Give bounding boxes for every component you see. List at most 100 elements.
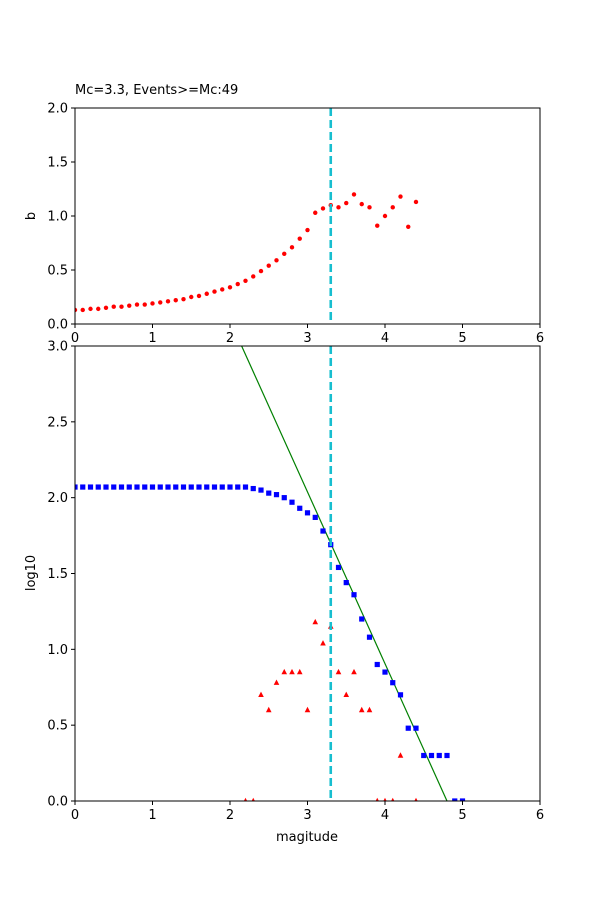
bottom-point: [219, 484, 225, 490]
top-x-tick-label: 4: [381, 331, 389, 346]
top-y-tick-label: 1.0: [47, 210, 68, 225]
bottom-point: [227, 484, 233, 490]
bottom-point: [413, 725, 419, 731]
top-point: [297, 236, 302, 241]
bottom-point: [366, 634, 373, 640]
top-plot-area: 0 1 2 3 4 5 6 0.0 0.5 1.0 1.5 2.0: [47, 102, 544, 347]
bottom-point: [312, 618, 319, 625]
bottom-point: [421, 752, 427, 759]
bottom-x-tick-label: 1: [148, 808, 156, 823]
bottom-point: [250, 485, 256, 492]
bottom-point: [157, 484, 163, 490]
top-x-tick-label: 0: [71, 331, 79, 346]
bottom-series-0: [75, 484, 466, 801]
bottom-point: [335, 564, 342, 571]
bottom-point: [304, 510, 311, 516]
top-point: [227, 285, 233, 290]
top-point: [375, 223, 380, 228]
bottom-point: [351, 668, 357, 675]
bottom-point: [118, 484, 125, 490]
bottom-x-tick-label: 2: [226, 808, 234, 823]
top-point: [165, 299, 171, 304]
bottom-point: [266, 490, 272, 496]
bottom-point: [390, 680, 396, 686]
top-x-tick-label: 5: [458, 331, 466, 346]
top-axes-frame: [74, 107, 541, 325]
top-point: [336, 205, 341, 210]
bottom-point: [265, 706, 272, 713]
top-point: [111, 304, 116, 309]
bottom-point: [436, 752, 442, 759]
bottom-point: [296, 668, 303, 675]
bottom-point: [297, 505, 303, 511]
bottom-point: [87, 484, 94, 490]
top-y-tick-label: 0.0: [47, 318, 68, 333]
bottom-x-axis-label: magitude: [276, 830, 338, 845]
bottom-point: [397, 752, 404, 758]
bottom-point: [358, 706, 365, 713]
bottom-x-tick-label: 6: [536, 808, 544, 823]
bottom-point: [211, 484, 218, 490]
bottom-point: [188, 484, 194, 490]
top-point: [344, 200, 349, 206]
bottom-point: [180, 484, 187, 490]
top-point: [134, 302, 140, 307]
bottom-point: [397, 692, 404, 698]
b-value-panel: Mc=3.3, Events>=Mc:49 b 0 1 2 3 4 5 6 0.0 0.5 1.0…: [24, 83, 544, 346]
bottom-point: [359, 616, 365, 622]
bottom-point: [173, 484, 179, 490]
bottom-point: [111, 484, 117, 490]
top-point: [398, 194, 403, 199]
bottom-point: [444, 752, 450, 759]
top-point: [88, 306, 93, 312]
top-point: [413, 199, 419, 205]
bottom-point: [312, 514, 318, 520]
top-point: [96, 306, 101, 312]
top-point: [103, 305, 109, 310]
bottom-point: [459, 798, 466, 801]
top-point: [351, 192, 357, 197]
top-x-tick-label: 2: [226, 331, 234, 346]
top-point: [173, 298, 178, 303]
bottom-point: [428, 752, 435, 759]
bottom-point: [304, 706, 311, 713]
top-point: [258, 268, 264, 274]
top-point: [266, 263, 271, 268]
bottom-axes-frame: [74, 345, 541, 802]
bottom-point: [320, 640, 326, 646]
bottom-point: [320, 528, 326, 534]
top-y-tick-label: 2.0: [47, 102, 68, 117]
bottom-point: [80, 484, 86, 490]
top-point: [390, 205, 395, 210]
bottom-point: [281, 495, 287, 501]
top-plot-content: [75, 108, 419, 324]
top-point: [127, 303, 132, 308]
top-x-tick-label: 1: [148, 331, 156, 346]
bottom-point: [258, 691, 264, 698]
bottom-y-axis-label: log10: [24, 555, 39, 591]
top-point: [282, 251, 287, 256]
bottom-point: [335, 668, 342, 675]
top-point: [235, 281, 240, 287]
bottom-point: [343, 580, 349, 586]
frequency-magnitude-panel: log10 magitude 0 1 2 3 4 5 6 0.0 0.5 1.0 1.5 2.0 2.5…: [24, 340, 544, 846]
bottom-point: [374, 661, 380, 668]
top-point: [220, 287, 225, 292]
bottom-x-tick-label: 5: [458, 808, 466, 823]
top-y-tick-label: 1.5: [47, 156, 68, 171]
bottom-point: [235, 484, 241, 490]
bottom-point: [273, 492, 280, 498]
top-point: [305, 227, 310, 233]
bottom-point: [343, 691, 350, 698]
bottom-x-tick-label: 3: [303, 808, 311, 823]
bottom-point: [126, 484, 132, 490]
top-point: [212, 289, 217, 294]
bottom-point: [95, 484, 101, 490]
bottom-y-tick-label: 0.0: [47, 795, 68, 810]
bottom-point: [414, 797, 418, 801]
bottom-y-tick-label: 0.5: [47, 719, 68, 734]
bottom-point: [391, 797, 395, 801]
top-point: [406, 224, 411, 229]
top-point: [75, 307, 78, 313]
bottom-point: [165, 484, 171, 490]
